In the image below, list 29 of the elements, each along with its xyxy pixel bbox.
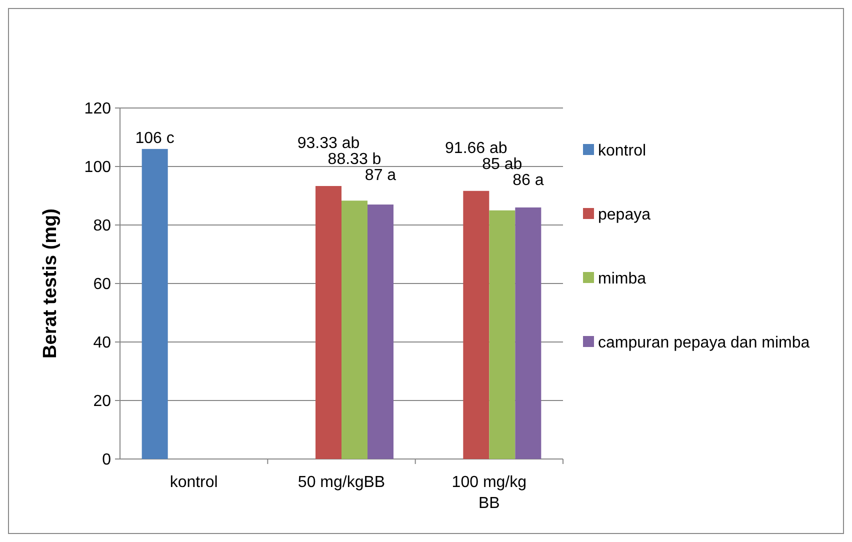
y-tick-label: 20 [93, 393, 112, 410]
legend-label: pepaya [598, 206, 651, 224]
bar [142, 148, 168, 459]
bar [342, 200, 368, 459]
data-label: 86 a [512, 172, 544, 189]
data-label: 106 c [135, 130, 174, 147]
x-tick-label: 50 mg/kgBB [298, 474, 386, 491]
data-label: 93.33 ab [297, 135, 360, 152]
legend-label: mimba [598, 270, 646, 288]
data-label: 87 a [364, 167, 396, 184]
legend-label: campuran pepaya dan mimba [598, 334, 810, 352]
bar [316, 186, 342, 459]
bar [489, 210, 516, 459]
data-label: 91.66 ab [445, 140, 508, 157]
y-tick-label: 60 [93, 276, 112, 294]
y-axis-title: Berat testis (mg) [40, 208, 61, 358]
y-tick-label: 0 [102, 452, 112, 469]
bar [368, 204, 394, 459]
legend-label: kontrol [598, 142, 646, 160]
bar [463, 190, 490, 459]
y-tick-label: 100 [84, 159, 112, 176]
y-tick-label: 40 [93, 334, 112, 352]
x-tick-label: 100 mg/kg BB [452, 474, 527, 512]
x-tick-label: kontrol [170, 474, 218, 491]
data-label: 85 ab [482, 156, 522, 173]
y-tick-label: 120 [84, 100, 112, 118]
y-tick-label: 80 [93, 218, 112, 235]
bar [515, 207, 542, 459]
data-label: 88.33 b [328, 151, 382, 168]
